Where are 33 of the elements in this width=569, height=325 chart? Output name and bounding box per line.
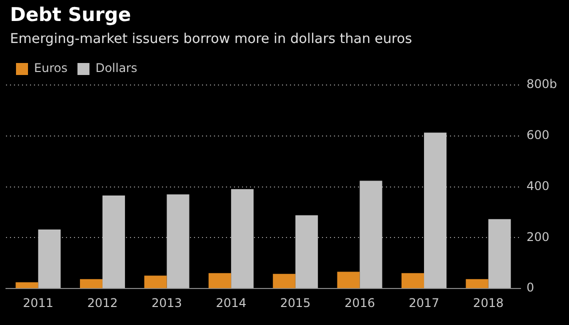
y-tick-label: 600 bbox=[526, 128, 550, 142]
x-tick-label: 2017 bbox=[408, 296, 440, 310]
bar bbox=[38, 230, 61, 288]
y-tick-label: 200 bbox=[526, 230, 550, 244]
bar bbox=[295, 215, 318, 288]
bar bbox=[144, 276, 167, 288]
bar bbox=[466, 279, 488, 288]
x-tick-label: 2013 bbox=[152, 296, 182, 310]
bar bbox=[360, 180, 382, 288]
y-tick-label: 0 bbox=[526, 280, 534, 295]
x-tick-label: 2018 bbox=[473, 296, 504, 310]
bar bbox=[337, 272, 360, 288]
legend-label: Dollars bbox=[95, 61, 138, 76]
bar bbox=[208, 273, 232, 288]
bar bbox=[16, 282, 38, 288]
y-tick-label: 800b bbox=[526, 77, 558, 92]
y-tick-label: 400 bbox=[526, 178, 550, 193]
x-tick-label: 2016 bbox=[344, 296, 375, 310]
chart-title: Debt Surge bbox=[10, 4, 132, 26]
legend-label: Euros bbox=[34, 61, 68, 76]
x-tick-label: 2014 bbox=[216, 296, 246, 310]
chart-subtitle: Emerging-market issuers borrow more in dollars than euros bbox=[10, 31, 412, 47]
bar bbox=[424, 132, 447, 288]
bar bbox=[272, 274, 296, 288]
bar bbox=[231, 189, 254, 288]
bar bbox=[488, 219, 511, 288]
bar bbox=[402, 273, 424, 288]
bar bbox=[102, 195, 125, 288]
x-tick-label: 2011 bbox=[22, 296, 54, 310]
x-tick-label: 2012 bbox=[87, 296, 118, 310]
bar bbox=[166, 194, 190, 288]
x-tick-label: 2015 bbox=[280, 296, 311, 310]
bar bbox=[80, 279, 102, 288]
